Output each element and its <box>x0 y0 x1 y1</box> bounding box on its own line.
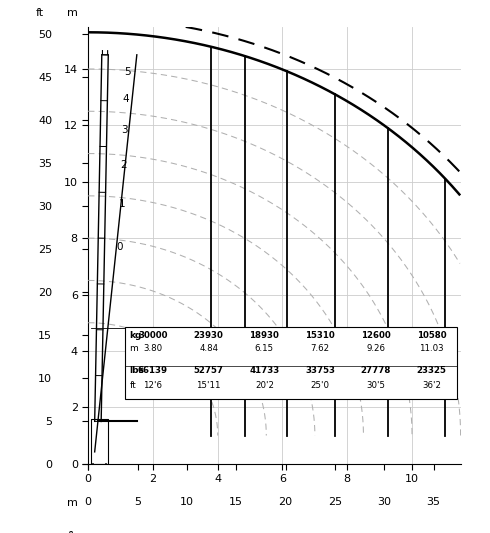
Text: ft: ft <box>36 8 44 18</box>
Text: 36'2: 36'2 <box>422 382 441 390</box>
Text: m: m <box>67 497 77 507</box>
Text: 4: 4 <box>123 94 129 103</box>
Text: 12600: 12600 <box>361 331 391 340</box>
Text: 33753: 33753 <box>305 366 335 375</box>
Text: 52757: 52757 <box>194 366 223 375</box>
Text: 18930: 18930 <box>249 331 279 340</box>
Text: 15'11: 15'11 <box>196 382 221 390</box>
Text: 11.03: 11.03 <box>419 344 444 353</box>
Text: 15310: 15310 <box>305 331 335 340</box>
Text: 6.15: 6.15 <box>255 344 274 353</box>
Text: ft: ft <box>68 531 76 533</box>
Text: 0: 0 <box>116 241 123 252</box>
Text: 5: 5 <box>124 67 131 77</box>
Text: 10580: 10580 <box>416 331 446 340</box>
Text: lbs: lbs <box>129 366 144 375</box>
Bar <box>125 327 457 399</box>
Text: 7.62: 7.62 <box>311 344 330 353</box>
Text: 2: 2 <box>120 160 127 170</box>
Text: 30000: 30000 <box>138 331 168 340</box>
Text: 25'0: 25'0 <box>311 382 330 390</box>
Text: m: m <box>129 344 138 353</box>
Text: 9.26: 9.26 <box>366 344 385 353</box>
Text: 23930: 23930 <box>194 331 223 340</box>
Text: 3: 3 <box>122 125 128 134</box>
Text: 27778: 27778 <box>361 366 391 375</box>
Text: 41733: 41733 <box>249 366 279 375</box>
Text: kg: kg <box>129 331 142 340</box>
Text: 3.80: 3.80 <box>144 344 163 353</box>
Text: ft: ft <box>129 382 136 390</box>
Text: 66139: 66139 <box>138 366 168 375</box>
Text: 30'5: 30'5 <box>366 382 385 390</box>
Text: 20'2: 20'2 <box>255 382 274 390</box>
Text: m: m <box>67 8 77 18</box>
Text: 12'6: 12'6 <box>144 382 163 390</box>
Text: 4.84: 4.84 <box>199 344 218 353</box>
Text: 23325: 23325 <box>416 366 446 375</box>
Text: 1: 1 <box>118 199 125 209</box>
